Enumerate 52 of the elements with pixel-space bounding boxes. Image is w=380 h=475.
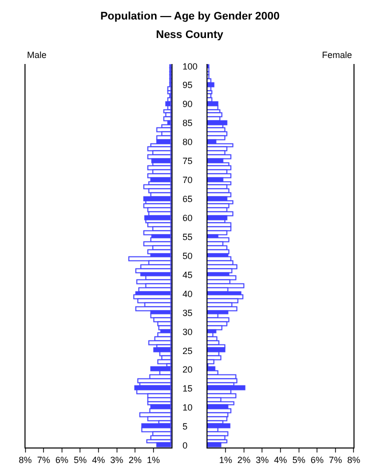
x-tick-label: 1% <box>146 455 160 466</box>
x-tick-label: 2% <box>237 455 250 466</box>
bar <box>207 135 226 140</box>
bar <box>207 82 214 88</box>
x-tick-label: 3% <box>110 455 124 466</box>
bar <box>167 90 172 94</box>
x-tick-label: 1% <box>219 455 232 466</box>
x-tick-label: 4% <box>92 455 106 466</box>
bar <box>207 230 228 236</box>
x-tick-label: 7% <box>37 455 50 466</box>
bar <box>165 101 172 106</box>
y-tick-label: 75 <box>182 156 193 166</box>
y-tick-label: 90 <box>182 99 193 110</box>
y-tick-label: 60 <box>182 212 193 223</box>
x-tick-label: 8% <box>347 455 360 466</box>
y-tick-label: 25 <box>182 346 193 356</box>
x-tick-label: 5% <box>74 455 87 466</box>
y-tick-label: 35 <box>182 308 193 318</box>
x-tick-label: 8% <box>18 455 32 466</box>
y-tick-label: 30 <box>182 326 193 337</box>
y-tick-label: 80 <box>182 137 193 148</box>
bar <box>128 256 172 262</box>
y-tick-label: 50 <box>182 250 193 261</box>
y-tick-label: 95 <box>182 80 193 90</box>
x-tick-label: 4% <box>274 455 288 466</box>
bar <box>207 423 230 428</box>
y-tick-label: 65 <box>182 194 193 204</box>
y-tick-label: 55 <box>182 232 193 242</box>
text: Male <box>27 50 47 60</box>
y-tick-label: 0 <box>182 440 188 451</box>
x-tick-label: 6% <box>310 455 324 466</box>
x-tick-label: 2% <box>128 455 142 466</box>
y-tick-label: 100 <box>182 61 198 72</box>
x-tick-label: 5% <box>292 455 306 466</box>
x-tick-label: 7% <box>328 455 342 466</box>
bar <box>163 116 172 122</box>
y-tick-label: 10 <box>182 402 193 413</box>
y-tick-label: 45 <box>182 270 193 280</box>
text: Female <box>322 50 352 60</box>
x-tick-label: 3% <box>256 455 269 466</box>
y-tick-label: 15 <box>182 384 193 394</box>
bar <box>157 359 172 364</box>
y-tick-label: 5 <box>182 422 188 432</box>
x-tick-label: 6% <box>55 455 68 466</box>
chart-subtitle: Ness County <box>156 29 224 41</box>
y-tick-label: 40 <box>182 288 193 299</box>
bar <box>207 393 236 398</box>
y-tick-label: 20 <box>182 364 193 375</box>
y-tick-label: 70 <box>182 175 193 186</box>
chart-title: Population — Age by Gender 2000 <box>100 10 280 23</box>
y-tick-label: 85 <box>182 118 193 128</box>
bar <box>207 355 222 360</box>
